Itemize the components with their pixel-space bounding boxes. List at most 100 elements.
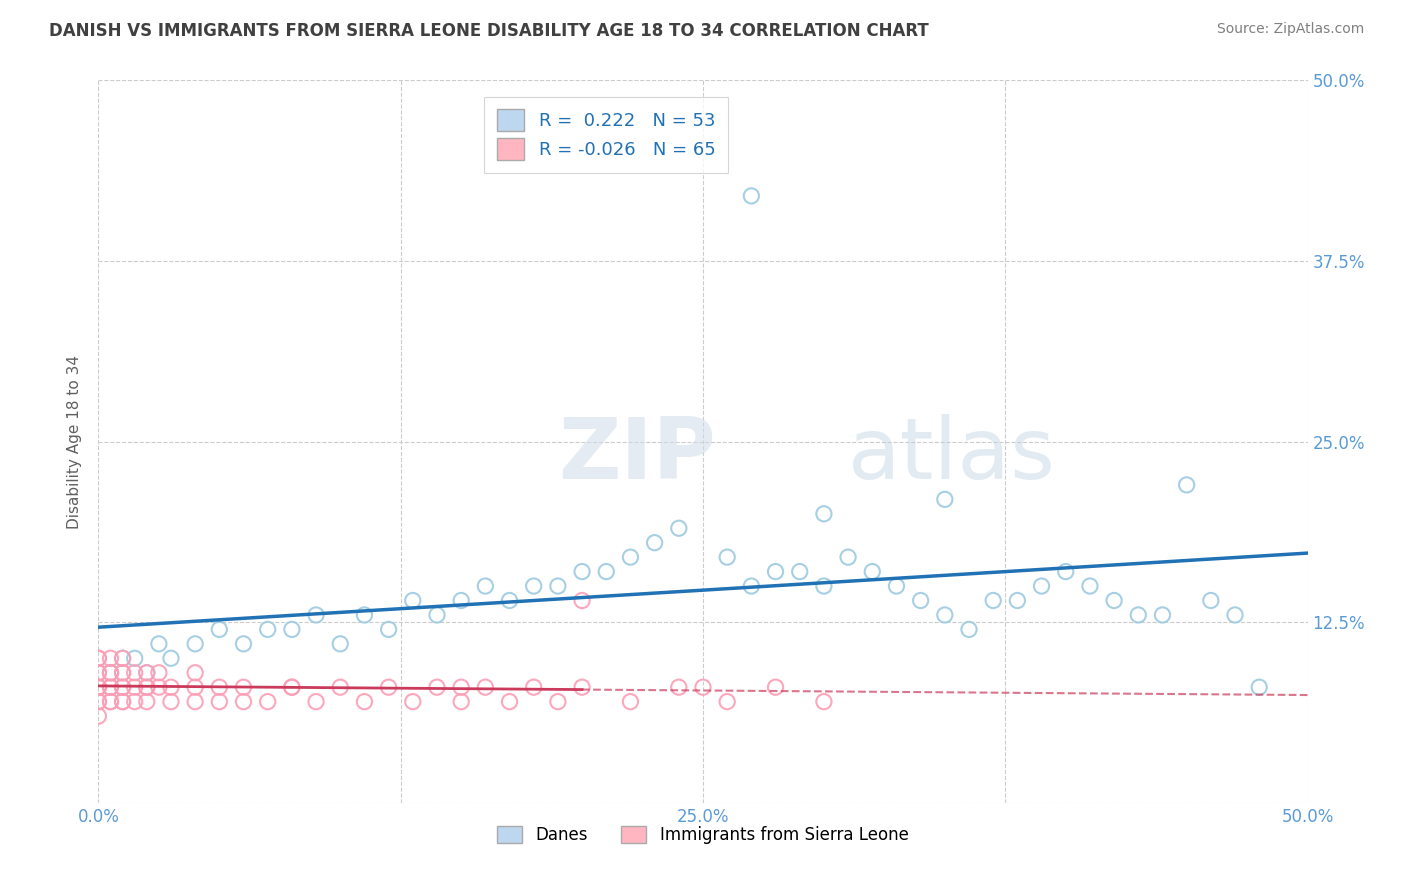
Point [100,651,122,665]
Point [813,695,835,709]
Point [232,695,254,709]
Point [1152,607,1174,622]
Point [692,680,714,694]
Point [860,565,883,579]
Point [377,680,399,694]
Point [1031,579,1053,593]
Point [100,680,122,694]
Point [124,651,146,665]
Point [716,695,738,709]
Point [148,680,170,694]
Point [184,665,207,680]
Text: Source: ZipAtlas.com: Source: ZipAtlas.com [1216,22,1364,37]
Point [160,695,183,709]
Point [87,680,110,694]
Point [1249,680,1271,694]
Point [135,680,157,694]
Point [148,665,170,680]
Point [87,680,110,694]
Point [87,695,110,709]
Point [571,680,593,694]
Point [934,607,956,622]
Point [813,507,835,521]
Point [353,607,375,622]
Point [281,680,304,694]
Point [426,680,449,694]
Point [353,695,375,709]
Point [1102,593,1125,607]
Point [765,565,787,579]
Point [111,680,134,694]
Point [668,521,690,535]
Point [100,695,122,709]
Point [232,680,254,694]
Point [87,680,110,694]
Point [87,665,110,680]
Point [595,565,617,579]
Point [111,665,134,680]
Point [1175,478,1198,492]
Point [377,623,399,637]
Point [619,550,641,565]
Point [87,651,110,665]
Point [474,579,496,593]
Point [160,680,183,694]
Point [498,695,520,709]
Point [281,623,304,637]
Point [135,665,157,680]
Point [281,680,304,694]
Point [124,665,146,680]
Point [329,680,352,694]
Text: ZIP: ZIP [558,415,716,498]
Legend: Danes, Immigrants from Sierra Leone: Danes, Immigrants from Sierra Leone [489,817,917,852]
Point [256,623,278,637]
Point [329,637,352,651]
Point [498,593,520,607]
Point [87,695,110,709]
Point [87,651,110,665]
Point [208,695,231,709]
Point [547,695,569,709]
Point [100,665,122,680]
Point [111,680,134,694]
Point [474,680,496,694]
Point [305,607,328,622]
Text: atlas: atlas [848,415,1056,498]
Point [160,651,183,665]
Point [100,695,122,709]
Point [547,579,569,593]
Point [837,550,859,565]
Point [740,579,762,593]
Point [402,695,425,709]
Point [668,680,690,694]
Point [100,665,122,680]
Point [934,492,956,507]
Point [716,550,738,565]
Point [450,680,472,694]
Point [111,651,134,665]
Point [450,695,472,709]
Point [789,565,811,579]
Point [135,680,157,694]
Point [305,695,328,709]
Text: DANISH VS IMMIGRANTS FROM SIERRA LEONE DISABILITY AGE 18 TO 34 CORRELATION CHART: DANISH VS IMMIGRANTS FROM SIERRA LEONE D… [49,22,929,40]
Point [450,593,472,607]
Point [1199,593,1222,607]
Point [523,680,546,694]
Point [208,623,231,637]
Point [1078,579,1101,593]
Point [523,579,546,593]
Point [100,665,122,680]
Point [111,651,134,665]
Point [208,680,231,694]
Point [571,565,593,579]
Point [1054,565,1077,579]
Point [256,695,278,709]
Point [100,680,122,694]
Point [124,695,146,709]
Point [886,579,908,593]
Point [644,535,666,549]
Point [571,593,593,607]
Point [740,189,762,203]
Point [765,680,787,694]
